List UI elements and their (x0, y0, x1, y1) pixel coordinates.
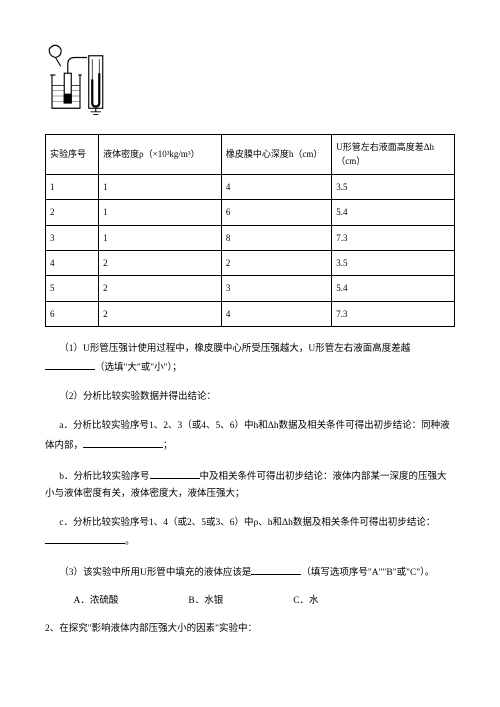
option-c: C．水 (293, 594, 318, 609)
question-next: 2、在探究"影响液体内部压强大小的因素"实验中： (45, 621, 455, 638)
q1-text: （1）U形管压强计使用过程中，橡皮膜中心所受压强越大，U形管左右液面高度差越 (59, 344, 410, 354)
q3-text: （3）该实验中所用U形管中填充的液体应该是 (59, 568, 251, 578)
question-2: （2）分析比较实验数据并得出结论： (45, 389, 455, 406)
table-row: 5235.4 (46, 276, 455, 301)
qa-tail: ； (163, 441, 173, 451)
blank-2a (83, 436, 163, 448)
header-seq: 实验序号 (46, 135, 99, 175)
qc-tail: 。 (125, 537, 135, 547)
table-row: 3187.3 (46, 225, 455, 250)
question-2a: a．分析比较实验序号1、2、3（或4、5、6）中h和Δh数据及相关条件可得出初步… (45, 418, 455, 454)
qc-text: c．分析比较实验序号1、4（或2、5或3、6）中ρ、h和Δh数据及相关条件可得出… (59, 518, 435, 528)
option-a: A．浓硫酸 (74, 594, 119, 609)
option-b: B．水银 (188, 594, 223, 609)
options-row: A．浓硫酸 B．水银 C．水 (74, 594, 456, 609)
question-2b: b．分析比较实验序号中及相关条件可得出初步结论：液体内部某一深度的压强大小与液体… (45, 467, 455, 503)
header-density: 液体密度ρ（×10³kg/m³） (99, 135, 222, 175)
question-3: （3）该实验中所用U形管中填充的液体应该是 （填写选项序号"A""B"或"C"）。 (45, 563, 455, 582)
header-delta: U形管左右液面高度差Δh（cm） (332, 135, 455, 175)
blank-3 (251, 563, 301, 575)
q1-tail: （选填"大"或"小"）； (95, 363, 182, 373)
table-header-row: 实验序号 液体密度ρ（×10³kg/m³） 橡皮膜中心深度h（cm） U形管左右… (46, 135, 455, 175)
table-row: 2165.4 (46, 200, 455, 225)
apparatus-diagram (45, 30, 115, 120)
q3-tail: （填写选项序号"A""B"或"C"）。 (301, 568, 434, 578)
header-depth: 橡皮膜中心深度h（cm） (221, 135, 331, 175)
question-1: （1）U形管压强计使用过程中，橡皮膜中心所受压强越大，U形管左右液面高度差越 （选… (45, 341, 455, 377)
table-row: 6247.3 (46, 301, 455, 326)
blank-1 (45, 358, 95, 370)
data-table: 实验序号 液体密度ρ（×10³kg/m³） 橡皮膜中心深度h（cm） U形管左右… (45, 134, 455, 327)
blank-2c (45, 532, 125, 544)
table-row: 1143.5 (46, 174, 455, 199)
blank-2b (150, 467, 200, 479)
table-row: 4223.5 (46, 250, 455, 275)
qb-text: b．分析比较实验序号 (59, 472, 149, 482)
question-2c: c．分析比较实验序号1、4（或2、5或3、6）中ρ、h和Δh数据及相关条件可得出… (45, 515, 455, 551)
